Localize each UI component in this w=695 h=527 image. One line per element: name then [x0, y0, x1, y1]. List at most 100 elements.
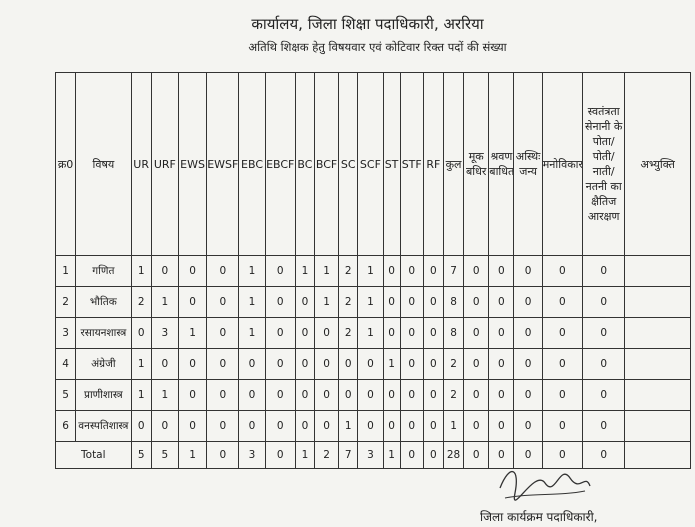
cell: 0 [399, 286, 424, 318]
cell: 0 [313, 379, 340, 411]
subject-cell: प्राणीशास्त्र [75, 379, 132, 411]
cell: 1 [357, 286, 384, 318]
cell: 1 [130, 255, 152, 287]
total-row: Total 5 5 1 0 3 0 1 2 7 3 1 0 0 28 0 0 0 0 0 [55, 441, 691, 469]
column-header: EBCF [264, 72, 296, 256]
cell: 1 [150, 379, 179, 411]
cell: 0 [264, 255, 296, 287]
column-header: UR [130, 72, 152, 256]
table-row: 3 रसायनशास्त्र 0 3 1 0 1 0 0 0 2 1 0 0 0 8 0 0 0 0 0 [54, 317, 691, 349]
vacancy-table: क्र0 विषय UR URF EWS EWSF EBC EBCF BC BCF SC SCF ST S… [54, 72, 691, 469]
table-row: 4 अंग्रेजी 1 0 0 0 0 0 0 0 0 0 1 0 0 2 0 0 0 0 0 [54, 348, 691, 380]
cell: 0 [177, 348, 208, 380]
cell: 0 [541, 379, 584, 411]
cell: 1 [382, 348, 401, 380]
cell: 0 [382, 255, 401, 287]
cell: 0 [488, 255, 515, 287]
cell: 0 [206, 348, 240, 380]
subject-cell: भौतिक [75, 286, 132, 318]
cell: 0 [463, 348, 490, 380]
empty-cell [624, 441, 691, 469]
cell: 0 [399, 379, 424, 411]
cell: 0 [357, 410, 384, 442]
column-header: मूक बधिर [463, 72, 490, 256]
subject-cell: वनस्पतिशास्त्र [75, 410, 132, 442]
total-cell: 0 [582, 441, 626, 469]
cell: 0 [399, 410, 424, 442]
cell: 0 [313, 317, 340, 349]
cell: 0 [206, 317, 240, 349]
cell: 0 [177, 255, 208, 287]
cell: 0 [513, 317, 543, 349]
cell: 0 [264, 379, 296, 411]
total-cell: 0 [422, 441, 444, 469]
cell: 0 [422, 410, 444, 442]
cell: 0 [399, 348, 424, 380]
column-header: श्रवण बाधित [488, 72, 515, 256]
cell: 0 [206, 255, 240, 287]
cell: 2 [54, 286, 77, 318]
cell: 3 [150, 317, 179, 349]
cell: 3 [54, 317, 77, 349]
cell: 0 [177, 410, 208, 442]
cell: 2 [442, 379, 465, 411]
cell: 0 [399, 317, 424, 349]
cell: 0 [338, 348, 359, 380]
empty-cell [624, 286, 691, 318]
column-header: अस्थिः जन्य [513, 72, 543, 256]
cell: 7 [442, 255, 465, 287]
column-header: BC [294, 72, 315, 256]
cell: 1 [238, 255, 266, 287]
cell: 0 [541, 286, 584, 318]
cell: 0 [294, 348, 315, 380]
cell: 0 [357, 348, 384, 380]
cell: 1 [238, 317, 266, 349]
cell: 0 [313, 410, 340, 442]
empty-cell [624, 410, 691, 442]
empty-cell [624, 255, 691, 287]
total-label: Total [55, 441, 132, 469]
total-cell: 3 [238, 441, 266, 469]
cell: 0 [582, 317, 626, 349]
cell: 0 [582, 286, 626, 318]
total-cell: 0 [488, 441, 515, 469]
cell: 1 [338, 410, 359, 442]
cell: 0 [206, 410, 240, 442]
column-header: ST [382, 72, 401, 256]
column-header: विषय [75, 72, 132, 256]
total-cell: 0 [541, 441, 584, 469]
cell: 0 [294, 410, 315, 442]
total-cell: 1 [382, 441, 401, 469]
cell: 0 [382, 286, 401, 318]
table-row: 5 प्राणीशास्त्र 1 1 0 0 0 0 0 0 0 0 0 0 0 2 0 0 0 0 0 [54, 379, 691, 411]
cell: 0 [264, 286, 296, 318]
cell: 6 [54, 410, 77, 442]
column-header: URF [150, 72, 179, 256]
cell: 1 [442, 410, 465, 442]
column-header: STF [399, 72, 424, 256]
total-cell: 28 [442, 441, 465, 469]
cell: 1 [313, 286, 340, 318]
cell: 0 [150, 410, 179, 442]
title: कार्यालय, जिला शिक्षा पदाधिकारी, अररिया [251, 15, 484, 33]
cell: 0 [177, 379, 208, 411]
subtitle: अतिथि शिक्षक हेतु विषयवार एवं कोटिवार रि… [248, 40, 507, 54]
cell: 0 [357, 379, 384, 411]
cell: 0 [582, 410, 626, 442]
cell: 0 [463, 286, 490, 318]
cell: 1 [357, 317, 384, 349]
total-cell: 7 [338, 441, 359, 469]
cell: 0 [488, 317, 515, 349]
cell: 0 [513, 379, 543, 411]
column-header: RF [422, 72, 444, 256]
cell: 0 [313, 348, 340, 380]
cell: 0 [338, 379, 359, 411]
cell: 0 [463, 379, 490, 411]
cell: 1 [130, 379, 152, 411]
cell: 0 [541, 348, 584, 380]
cell: 0 [264, 348, 296, 380]
total-cell: 1 [294, 441, 315, 469]
cell: 0 [150, 255, 179, 287]
cell: 4 [54, 348, 77, 380]
cell: 0 [264, 317, 296, 349]
